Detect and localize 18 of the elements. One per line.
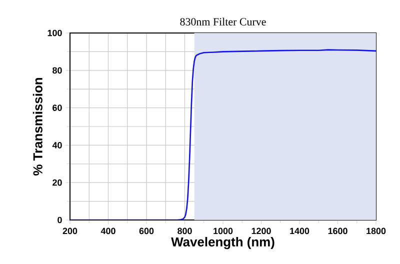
x-tick-label: 1600	[328, 228, 348, 234]
y-tick-label: 100	[48, 30, 62, 36]
y-axis-title: % Transmission	[32, 78, 42, 176]
x-tick-label: 600	[139, 228, 154, 234]
chart-title: 830nm Filter Curve	[180, 18, 266, 26]
x-tick-label: 800	[178, 228, 192, 234]
x-tick-label: 1000	[214, 228, 233, 234]
y-tick-label: 0	[58, 216, 62, 224]
y-tick-label: 20	[52, 179, 62, 186]
y-tick-label: 60	[52, 104, 62, 111]
y-tick-label: 40	[52, 142, 62, 148]
x-tick-label: 1400	[290, 228, 310, 234]
y-tick-label: 80	[52, 67, 62, 74]
x-axis-title: Wavelength (nm)	[171, 236, 274, 250]
x-tick-label: 200	[62, 228, 78, 234]
x-tick-label: 1200	[252, 228, 271, 234]
x-tick-label: 400	[100, 228, 116, 234]
x-tick-label: 1800	[366, 228, 386, 234]
